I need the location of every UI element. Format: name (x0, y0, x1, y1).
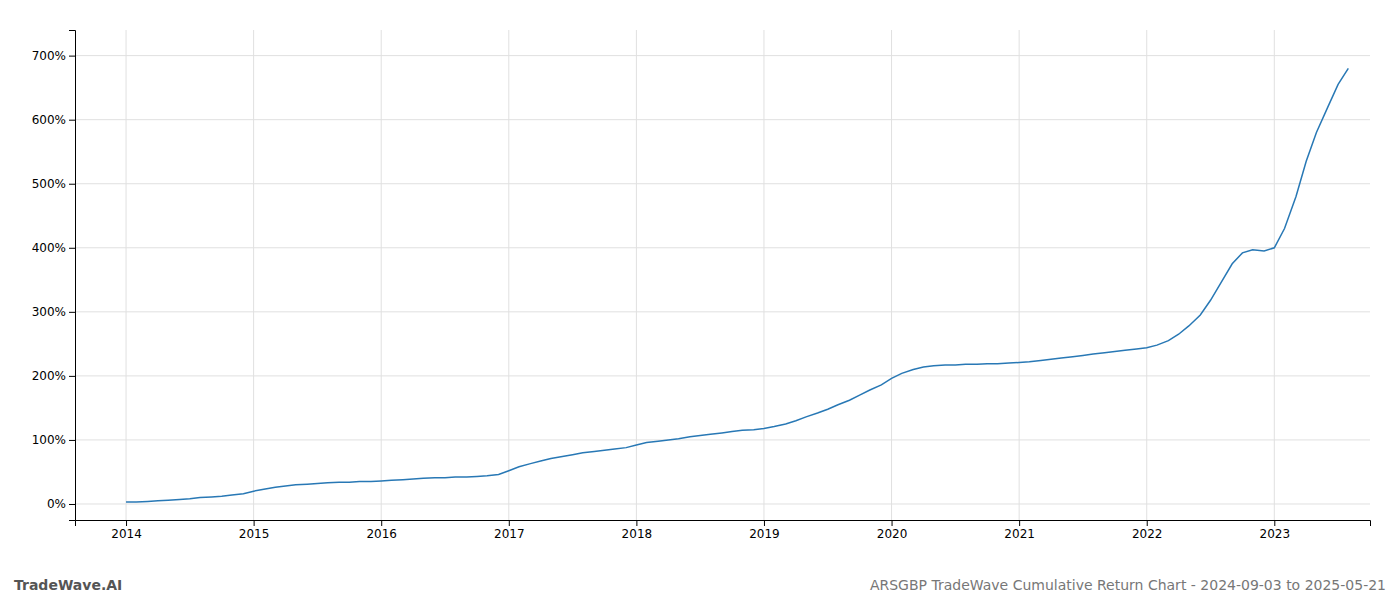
tick: 500% (32, 177, 75, 191)
tick-label: 100% (32, 433, 66, 447)
chart: 2014 2015 2016 2017 2018 2019 2020 2021 2022 2023… (0, 0, 1400, 600)
grid (75, 30, 1370, 520)
grid-line (75, 119, 1370, 120)
tick-label: 600% (32, 113, 66, 127)
tick: 400% (32, 241, 75, 255)
tick-label: 2015 (239, 527, 270, 541)
tick-label: 2021 (1004, 527, 1035, 541)
grid-line (636, 30, 637, 520)
tick-mark (509, 520, 510, 526)
line (126, 68, 1348, 502)
tick: 300% (32, 305, 75, 319)
grid-line (763, 30, 764, 520)
tick: 2015 (239, 520, 270, 541)
grid-line (891, 30, 892, 520)
tick-mark (69, 248, 75, 249)
grid-line (75, 183, 1370, 184)
tick: 700% (32, 49, 75, 63)
tick-label: 2023 (1260, 527, 1291, 541)
grid-line (1019, 30, 1020, 520)
axis-line (76, 521, 1371, 527)
tick: 2017 (494, 520, 525, 541)
tick: 2016 (366, 520, 397, 541)
title: ARSGBP TradeWave Cumulative Return Chart… (870, 577, 1386, 593)
tick-mark (254, 520, 255, 526)
tick: 200% (32, 369, 75, 383)
tick: 100% (32, 433, 75, 447)
grid-line (75, 375, 1370, 376)
grid-line (75, 247, 1370, 248)
tick: 0% (47, 497, 75, 511)
grid-line (253, 30, 254, 520)
tick-mark (1019, 520, 1020, 526)
grid-line (75, 55, 1370, 56)
tick: 2018 (622, 520, 653, 541)
grid-line (75, 311, 1370, 312)
tick-mark (69, 184, 75, 185)
x-axis: 2014 2015 2016 2017 2018 2019 2020 2021 2022 2023 (76, 520, 1371, 541)
tick-mark (381, 520, 382, 526)
grid-line (508, 30, 509, 520)
tick: 2023 (1260, 520, 1291, 541)
tick-mark (69, 504, 75, 505)
tick-mark (69, 56, 75, 57)
tick: 2022 (1132, 520, 1163, 541)
plot: 2014 2015 2016 2017 2018 2019 2020 2021 2022 2023… (32, 30, 1371, 541)
tick-label: 2016 (366, 527, 397, 541)
tick-label: 0% (47, 497, 66, 511)
tick: 2021 (1004, 520, 1035, 541)
y-axis: 0% 100% 200% 300% 400% 500% 600% 700% (32, 31, 76, 521)
grid-line (1274, 30, 1275, 520)
grid-line (75, 439, 1370, 440)
grid-line (126, 30, 127, 520)
tick-label: 2017 (494, 527, 525, 541)
tick: 600% (32, 113, 75, 127)
tick-label: 200% (32, 369, 66, 383)
tick-mark (892, 520, 893, 526)
tick-label: 2020 (877, 527, 908, 541)
tick-label: 400% (32, 241, 66, 255)
tick-mark (1147, 520, 1148, 526)
watermark: TradeWave.AI (14, 577, 122, 593)
tick-mark (69, 120, 75, 121)
tick-label: 2018 (622, 527, 653, 541)
series-group (126, 68, 1348, 502)
grid-line (1146, 30, 1147, 520)
tick: 2014 (111, 520, 142, 541)
tick-label: 2019 (749, 527, 780, 541)
tick-label: 2022 (1132, 527, 1163, 541)
tick-label: 500% (32, 177, 66, 191)
tick-mark (1274, 520, 1275, 526)
grid-line (75, 503, 1370, 504)
tick-mark (764, 520, 765, 526)
tick-mark (126, 520, 127, 526)
tick: 2020 (877, 520, 908, 541)
axis-line (69, 31, 76, 521)
tick-label: 2014 (111, 527, 142, 541)
tick-label: 700% (32, 49, 66, 63)
tick: 2019 (749, 520, 780, 541)
tick-mark (69, 440, 75, 441)
tick-label: 300% (32, 305, 66, 319)
grid-line (381, 30, 382, 520)
tick-mark (69, 312, 75, 313)
tick-mark (69, 376, 75, 377)
tick-mark (636, 520, 637, 526)
